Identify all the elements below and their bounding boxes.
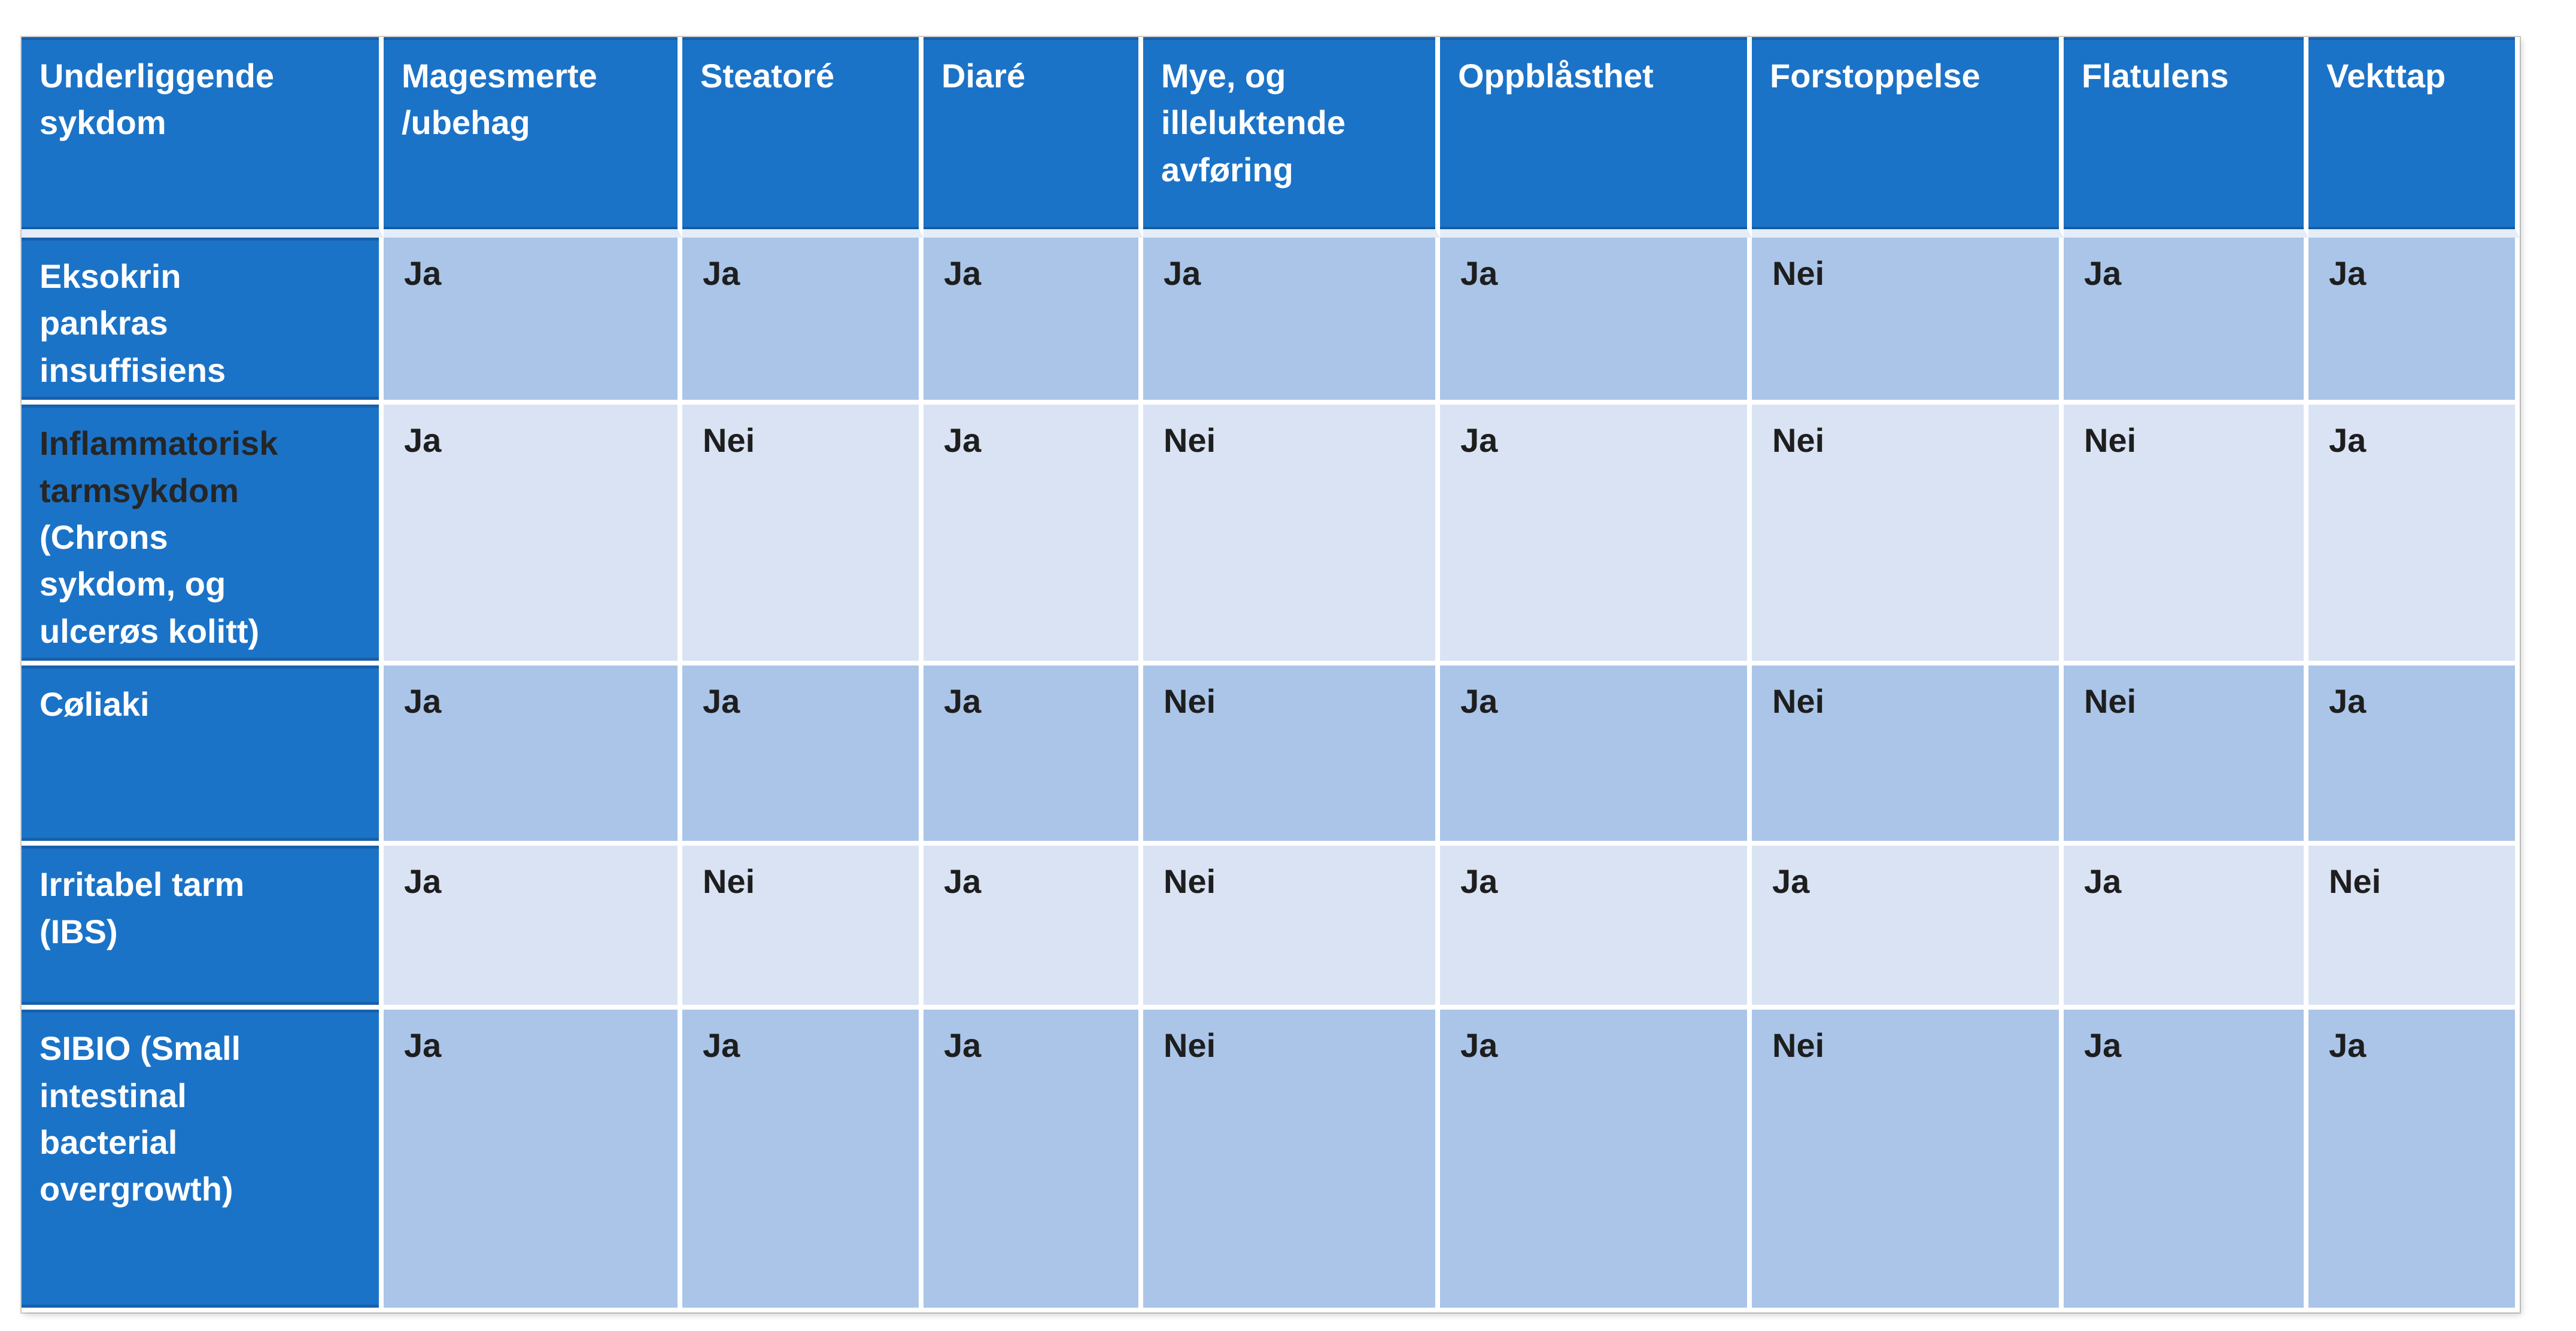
value-cell: Ja bbox=[2308, 405, 2520, 666]
value-cell: Ja bbox=[1440, 238, 1752, 405]
value-cell: Ja bbox=[384, 238, 682, 405]
value-cell: Ja bbox=[2308, 666, 2520, 846]
value-cell: Ja bbox=[682, 1010, 924, 1313]
disease-label: Cøliaki bbox=[40, 685, 150, 724]
value-cell: Nei bbox=[1143, 405, 1440, 666]
value-cell: Ja bbox=[924, 846, 1143, 1010]
header-row: Underliggende sykdom Magesmerte /ubehag … bbox=[22, 37, 2520, 238]
column-header-flatulens: Flatulens bbox=[2064, 37, 2308, 238]
disease-label-cell: SIBIO (Small intestinal bacterial overgr… bbox=[22, 1010, 384, 1313]
value-cell: Nei bbox=[1143, 1010, 1440, 1313]
column-header-underliggende-sykdom: Underliggende sykdom bbox=[22, 37, 384, 238]
disease-label-cell: Inflammatorisk tarmsykdom (Chrons sykdom… bbox=[22, 405, 384, 666]
value-cell: Ja bbox=[1440, 1010, 1752, 1313]
value-cell: Ja bbox=[682, 238, 924, 405]
value-cell: Nei bbox=[1752, 666, 2064, 846]
symptom-table: Underliggende sykdom Magesmerte /ubehag … bbox=[22, 37, 2520, 1313]
value-cell: Ja bbox=[2308, 238, 2520, 405]
value-cell: Nei bbox=[2064, 666, 2308, 846]
column-header-oppblasthet: Oppblåsthet bbox=[1440, 37, 1752, 238]
value-cell: Nei bbox=[682, 846, 924, 1010]
column-header-illeluktende-avforing: Mye, og illeluktende avføring bbox=[1143, 37, 1440, 238]
column-header-vekttap: Vekttap bbox=[2308, 37, 2520, 238]
table-row-eksokrin: Eksokrin pankras insuffisiens Ja Ja Ja J… bbox=[22, 238, 2520, 405]
value-cell: Nei bbox=[1752, 238, 2064, 405]
table-row-irritabel-tarm: Irritabel tarm (IBS) Ja Nei Ja Nei Ja Ja… bbox=[22, 846, 2520, 1010]
value-cell: Ja bbox=[1440, 405, 1752, 666]
column-header-magesmerte-ubehag: Magesmerte /ubehag bbox=[384, 37, 682, 238]
value-cell: Ja bbox=[2064, 238, 2308, 405]
value-cell: Nei bbox=[1752, 1010, 2064, 1313]
value-cell: Ja bbox=[2308, 1010, 2520, 1313]
table-row-coliaki: Cøliaki Ja Ja Ja Nei Ja Nei Nei Ja bbox=[22, 666, 2520, 846]
disease-label: Irritabel tarm (IBS) bbox=[40, 865, 245, 950]
value-cell: Ja bbox=[1752, 846, 2064, 1010]
disease-label-cell: Cøliaki bbox=[22, 666, 384, 846]
disease-label-cell: Eksokrin pankras insuffisiens bbox=[22, 238, 384, 405]
value-cell: Nei bbox=[1752, 405, 2064, 666]
value-cell: Ja bbox=[924, 666, 1143, 846]
disease-label: Eksokrin pankras insuffisiens bbox=[40, 257, 226, 389]
value-cell: Ja bbox=[1440, 846, 1752, 1010]
value-cell: Ja bbox=[384, 405, 682, 666]
value-cell: Ja bbox=[924, 238, 1143, 405]
column-header-diare: Diaré bbox=[924, 37, 1143, 238]
disease-label-cell: Irritabel tarm (IBS) bbox=[22, 846, 384, 1010]
value-cell: Ja bbox=[1143, 238, 1440, 405]
value-cell: Nei bbox=[2064, 405, 2308, 666]
value-cell: Nei bbox=[682, 405, 924, 666]
table-row-inflammatorisk: Inflammatorisk tarmsykdom (Chrons sykdom… bbox=[22, 405, 2520, 666]
disease-label: SIBIO (Small intestinal bacterial overgr… bbox=[40, 1029, 241, 1208]
disease-label-white-part: (Chrons sykdom, og ulcerøs kolitt) bbox=[40, 518, 260, 650]
column-header-forstoppelse: Forstoppelse bbox=[1752, 37, 2064, 238]
disease-label-dark-part: Inflammatorisk tarmsykdom bbox=[40, 424, 278, 509]
value-cell: Ja bbox=[924, 405, 1143, 666]
value-cell: Ja bbox=[682, 666, 924, 846]
value-cell: Ja bbox=[384, 846, 682, 1010]
value-cell: Nei bbox=[1143, 666, 1440, 846]
value-cell: Ja bbox=[924, 1010, 1143, 1313]
value-cell: Ja bbox=[384, 1010, 682, 1313]
value-cell: Ja bbox=[384, 666, 682, 846]
value-cell: Ja bbox=[1440, 666, 1752, 846]
value-cell: Ja bbox=[2064, 1010, 2308, 1313]
value-cell: Nei bbox=[1143, 846, 1440, 1010]
table-row-sibio: SIBIO (Small intestinal bacterial overgr… bbox=[22, 1010, 2520, 1313]
value-cell: Ja bbox=[2064, 846, 2308, 1010]
column-header-steatore: Steatoré bbox=[682, 37, 924, 238]
value-cell: Nei bbox=[2308, 846, 2520, 1010]
